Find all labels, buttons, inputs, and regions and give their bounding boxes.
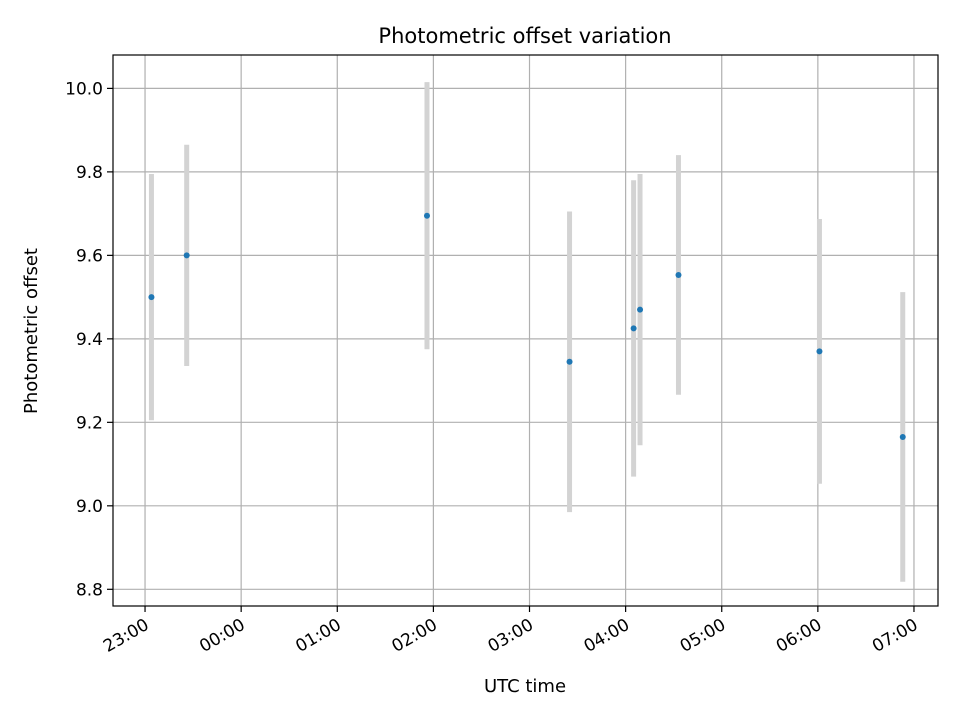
y-axis-label: Photometric offset bbox=[21, 248, 42, 414]
y-tick-label: 9.4 bbox=[76, 330, 103, 350]
data-points bbox=[148, 212, 906, 440]
y-axis: 8.8 9.0 9.2 9.4 9.6 9.8 10.0 bbox=[65, 79, 113, 600]
x-tick-label: 07:00 bbox=[869, 615, 921, 657]
y-tick-label: 9.8 bbox=[76, 163, 103, 183]
x-axis-label: UTC time bbox=[484, 676, 566, 697]
data-point bbox=[183, 252, 190, 259]
y-tick-label: 10.0 bbox=[65, 79, 103, 99]
data-point bbox=[566, 358, 573, 365]
data-point bbox=[816, 348, 823, 355]
plot-frame bbox=[112, 54, 939, 607]
y-tick-label: 9.0 bbox=[76, 497, 103, 517]
y-tick-label: 8.8 bbox=[76, 580, 103, 600]
x-tick-label: 00:00 bbox=[196, 615, 248, 657]
x-tick-label: 03:00 bbox=[485, 615, 537, 657]
x-tick-label: 05:00 bbox=[677, 615, 729, 657]
x-tick-label: 04:00 bbox=[581, 615, 633, 657]
plot-background bbox=[113, 55, 938, 606]
x-axis: 23:00 00:00 01:00 02:00 03:00 04:00 05:00 06:00… bbox=[100, 606, 921, 657]
x-tick-label: 02:00 bbox=[388, 615, 440, 657]
y-tick-label: 9.6 bbox=[76, 246, 103, 266]
x-tick-label: 06:00 bbox=[773, 615, 825, 657]
grid bbox=[113, 55, 938, 606]
data-point bbox=[148, 294, 155, 301]
data-point bbox=[423, 212, 430, 219]
x-tick-label: 23:00 bbox=[100, 615, 152, 657]
chart-title: Photometric offset variation bbox=[378, 24, 671, 48]
data-point bbox=[630, 325, 637, 332]
data-point bbox=[637, 306, 644, 313]
x-tick-label: 01:00 bbox=[292, 615, 344, 657]
data-point bbox=[899, 433, 906, 440]
y-tick-label: 9.2 bbox=[76, 413, 103, 433]
data-point bbox=[675, 271, 682, 278]
